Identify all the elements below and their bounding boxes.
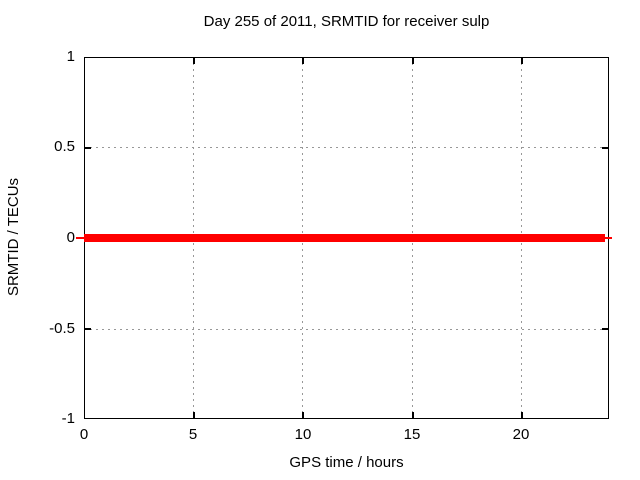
- tick-bottom-x15: [412, 412, 414, 419]
- gridline-y-0.5: [84, 329, 609, 330]
- tick-top-x20: [521, 57, 523, 64]
- tick-top-x10: [302, 57, 304, 64]
- tick-left-y-0.5: [84, 328, 91, 330]
- chart-title: Day 255 of 2011, SRMTID for receiver sul…: [203, 13, 490, 30]
- tick-bottom-x10: [302, 412, 304, 419]
- tick-top-x15: [412, 57, 414, 64]
- ytick-label-0: 0: [66, 229, 75, 246]
- xtick-label-20: 20: [512, 426, 530, 443]
- ytick-label--1: -1: [61, 410, 75, 427]
- gridline-y0.5: [84, 147, 609, 148]
- ytick-label-1: 1: [66, 48, 75, 65]
- xtick-label-10: 10: [294, 426, 312, 443]
- plot-area: [76, 57, 612, 419]
- ytick-label--0.5: -0.5: [49, 320, 75, 337]
- srmtid-series-line: [84, 234, 605, 242]
- tick-top-x5: [193, 57, 195, 64]
- tick-left-y0.5: [84, 147, 91, 149]
- tick-bottom-x20: [521, 412, 523, 419]
- x-axis-label: GPS time / hours: [289, 454, 404, 471]
- tick-right-y0.5: [602, 147, 609, 149]
- ytick-label-0.5: 0.5: [54, 138, 75, 155]
- tick-right-y-0.5: [602, 328, 609, 330]
- xtick-label-15: 15: [403, 426, 421, 443]
- tick-bottom-x5: [193, 412, 195, 419]
- xtick-label-0: 0: [79, 426, 89, 443]
- xtick-label-5: 5: [188, 426, 198, 443]
